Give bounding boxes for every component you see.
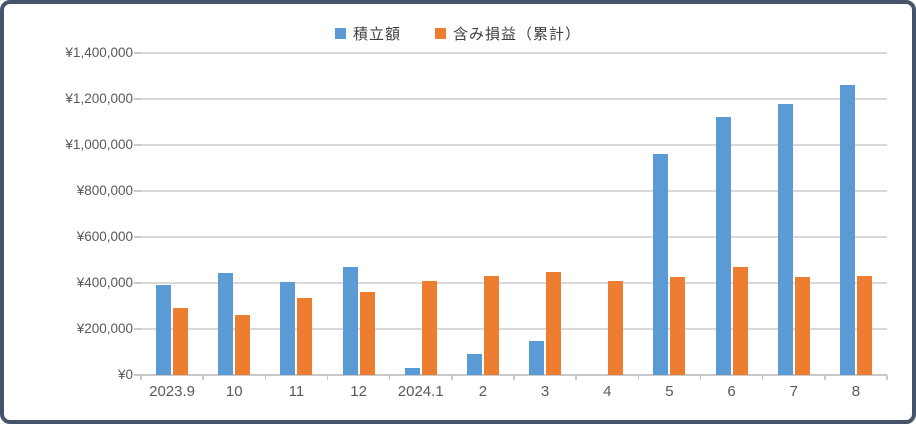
- x-axis-category-label: 2: [478, 383, 488, 400]
- bar-series0-cat6: [529, 340, 545, 375]
- bar-series1-cat5: [483, 276, 499, 375]
- bar-group: [576, 53, 638, 375]
- legend-marker-blue-icon: [334, 28, 346, 39]
- bar-series0-cat5: [466, 354, 482, 375]
- bar-series0-cat11: [839, 85, 855, 375]
- y-axis-tick: [134, 374, 141, 376]
- bar-group: [328, 53, 390, 375]
- bar-group: [452, 53, 514, 375]
- x-axis-tick: [637, 375, 640, 380]
- bar-group: [390, 53, 452, 375]
- x-axis-tick: [886, 375, 888, 380]
- y-axis-tick-label: ¥0: [117, 367, 133, 382]
- plot-area: [134, 52, 888, 380]
- bar-series0-cat10: [777, 103, 793, 375]
- y-axis-tick: [134, 98, 141, 100]
- bar-series0-cat9: [715, 117, 731, 375]
- x-axis-tick: [575, 375, 577, 380]
- x-axis-category-label: 5: [665, 383, 674, 400]
- x-axis-tick: [326, 375, 329, 380]
- bar-series1-cat11: [856, 276, 872, 375]
- legend-item-fukumi-soneki: 含み損益（累計）: [435, 23, 581, 44]
- y-axis-tick: [134, 190, 141, 192]
- bar-series1-cat7: [608, 280, 624, 375]
- x-axis-tick: [699, 375, 702, 380]
- y-axis-tick-label: ¥800,000: [76, 183, 133, 198]
- bar-group: [701, 53, 763, 375]
- x-axis-tick: [140, 375, 142, 380]
- bar-series1-cat1: [235, 315, 251, 375]
- bar-series1-cat0: [173, 308, 189, 375]
- x-axis-tick: [513, 375, 515, 380]
- bar-series1-cat4: [421, 280, 437, 375]
- x-axis-category-label: 8: [851, 383, 861, 400]
- legend-label-fukumi-soneki: 含み損益（累計）: [453, 26, 582, 43]
- bar-series1-cat2: [297, 298, 313, 375]
- y-axis-tick-label: ¥1,200,000: [65, 91, 133, 106]
- bar-series0-cat0: [156, 285, 172, 375]
- gridline: [141, 190, 887, 192]
- gridline: [141, 52, 887, 54]
- bar-group: [825, 53, 887, 375]
- bar-series1-cat9: [732, 266, 748, 375]
- x-axis-tick: [824, 375, 826, 380]
- y-axis-tick: [134, 236, 141, 238]
- bar-group: [203, 53, 265, 375]
- bar-group: [638, 53, 700, 375]
- y-axis-tick-label: ¥600,000: [76, 229, 133, 244]
- x-axis-category-label: 12: [350, 383, 367, 400]
- bar-series0-cat8: [653, 154, 669, 375]
- legend-item-tsumitategaku: 積立額: [334, 23, 401, 44]
- bar-group: [763, 53, 825, 375]
- y-axis-tick: [134, 52, 141, 54]
- x-axis-category-label: 11: [288, 383, 305, 400]
- y-axis-tick: [134, 144, 141, 146]
- x-axis-category-label: 10: [225, 383, 243, 400]
- bar-series0-cat3: [342, 266, 358, 375]
- y-axis-tick-label: ¥200,000: [76, 321, 133, 336]
- chart-legend: 積立額 含み損益（累計）: [4, 23, 912, 44]
- x-axis-tick: [264, 375, 267, 380]
- legend-marker-orange-icon: [435, 28, 446, 39]
- legend-label-tsumitategaku: 積立額: [352, 26, 401, 43]
- x-axis-category-label: 3: [540, 383, 550, 400]
- bar-series1-cat6: [546, 271, 562, 375]
- gridline: [141, 328, 887, 330]
- bar-group: [514, 53, 576, 375]
- bar-series1-cat10: [794, 277, 810, 375]
- bar-series0-cat4: [404, 368, 420, 375]
- gridline: [141, 98, 887, 100]
- bar-series1-cat3: [359, 292, 375, 375]
- bar-series0-cat1: [218, 272, 234, 375]
- y-axis-tick-label: ¥1,000,000: [65, 137, 133, 152]
- x-axis-category-label: 2024.1: [397, 383, 444, 400]
- y-axis-tick-label: ¥400,000: [76, 275, 133, 290]
- y-axis-tick-label: ¥1,400,000: [65, 45, 133, 60]
- x-axis-category-label: 6: [727, 383, 736, 400]
- gridline: [141, 144, 887, 146]
- bar-group: [265, 53, 327, 375]
- gridline: [141, 282, 887, 284]
- y-axis-tick: [134, 282, 141, 284]
- x-axis-tick: [202, 375, 204, 380]
- gridline: [141, 236, 887, 238]
- bar-group: [141, 53, 203, 375]
- x-axis-tick: [761, 375, 764, 380]
- x-axis-category-label: 4: [603, 383, 612, 400]
- bar-series1-cat8: [670, 277, 686, 375]
- y-axis-tick: [134, 328, 141, 330]
- x-axis-tick: [388, 375, 391, 380]
- bar-series0-cat2: [280, 281, 296, 375]
- x-axis-tick: [451, 375, 453, 380]
- x-axis-category-label: 7: [789, 383, 798, 400]
- x-axis-category-label: 2023.9: [149, 383, 196, 400]
